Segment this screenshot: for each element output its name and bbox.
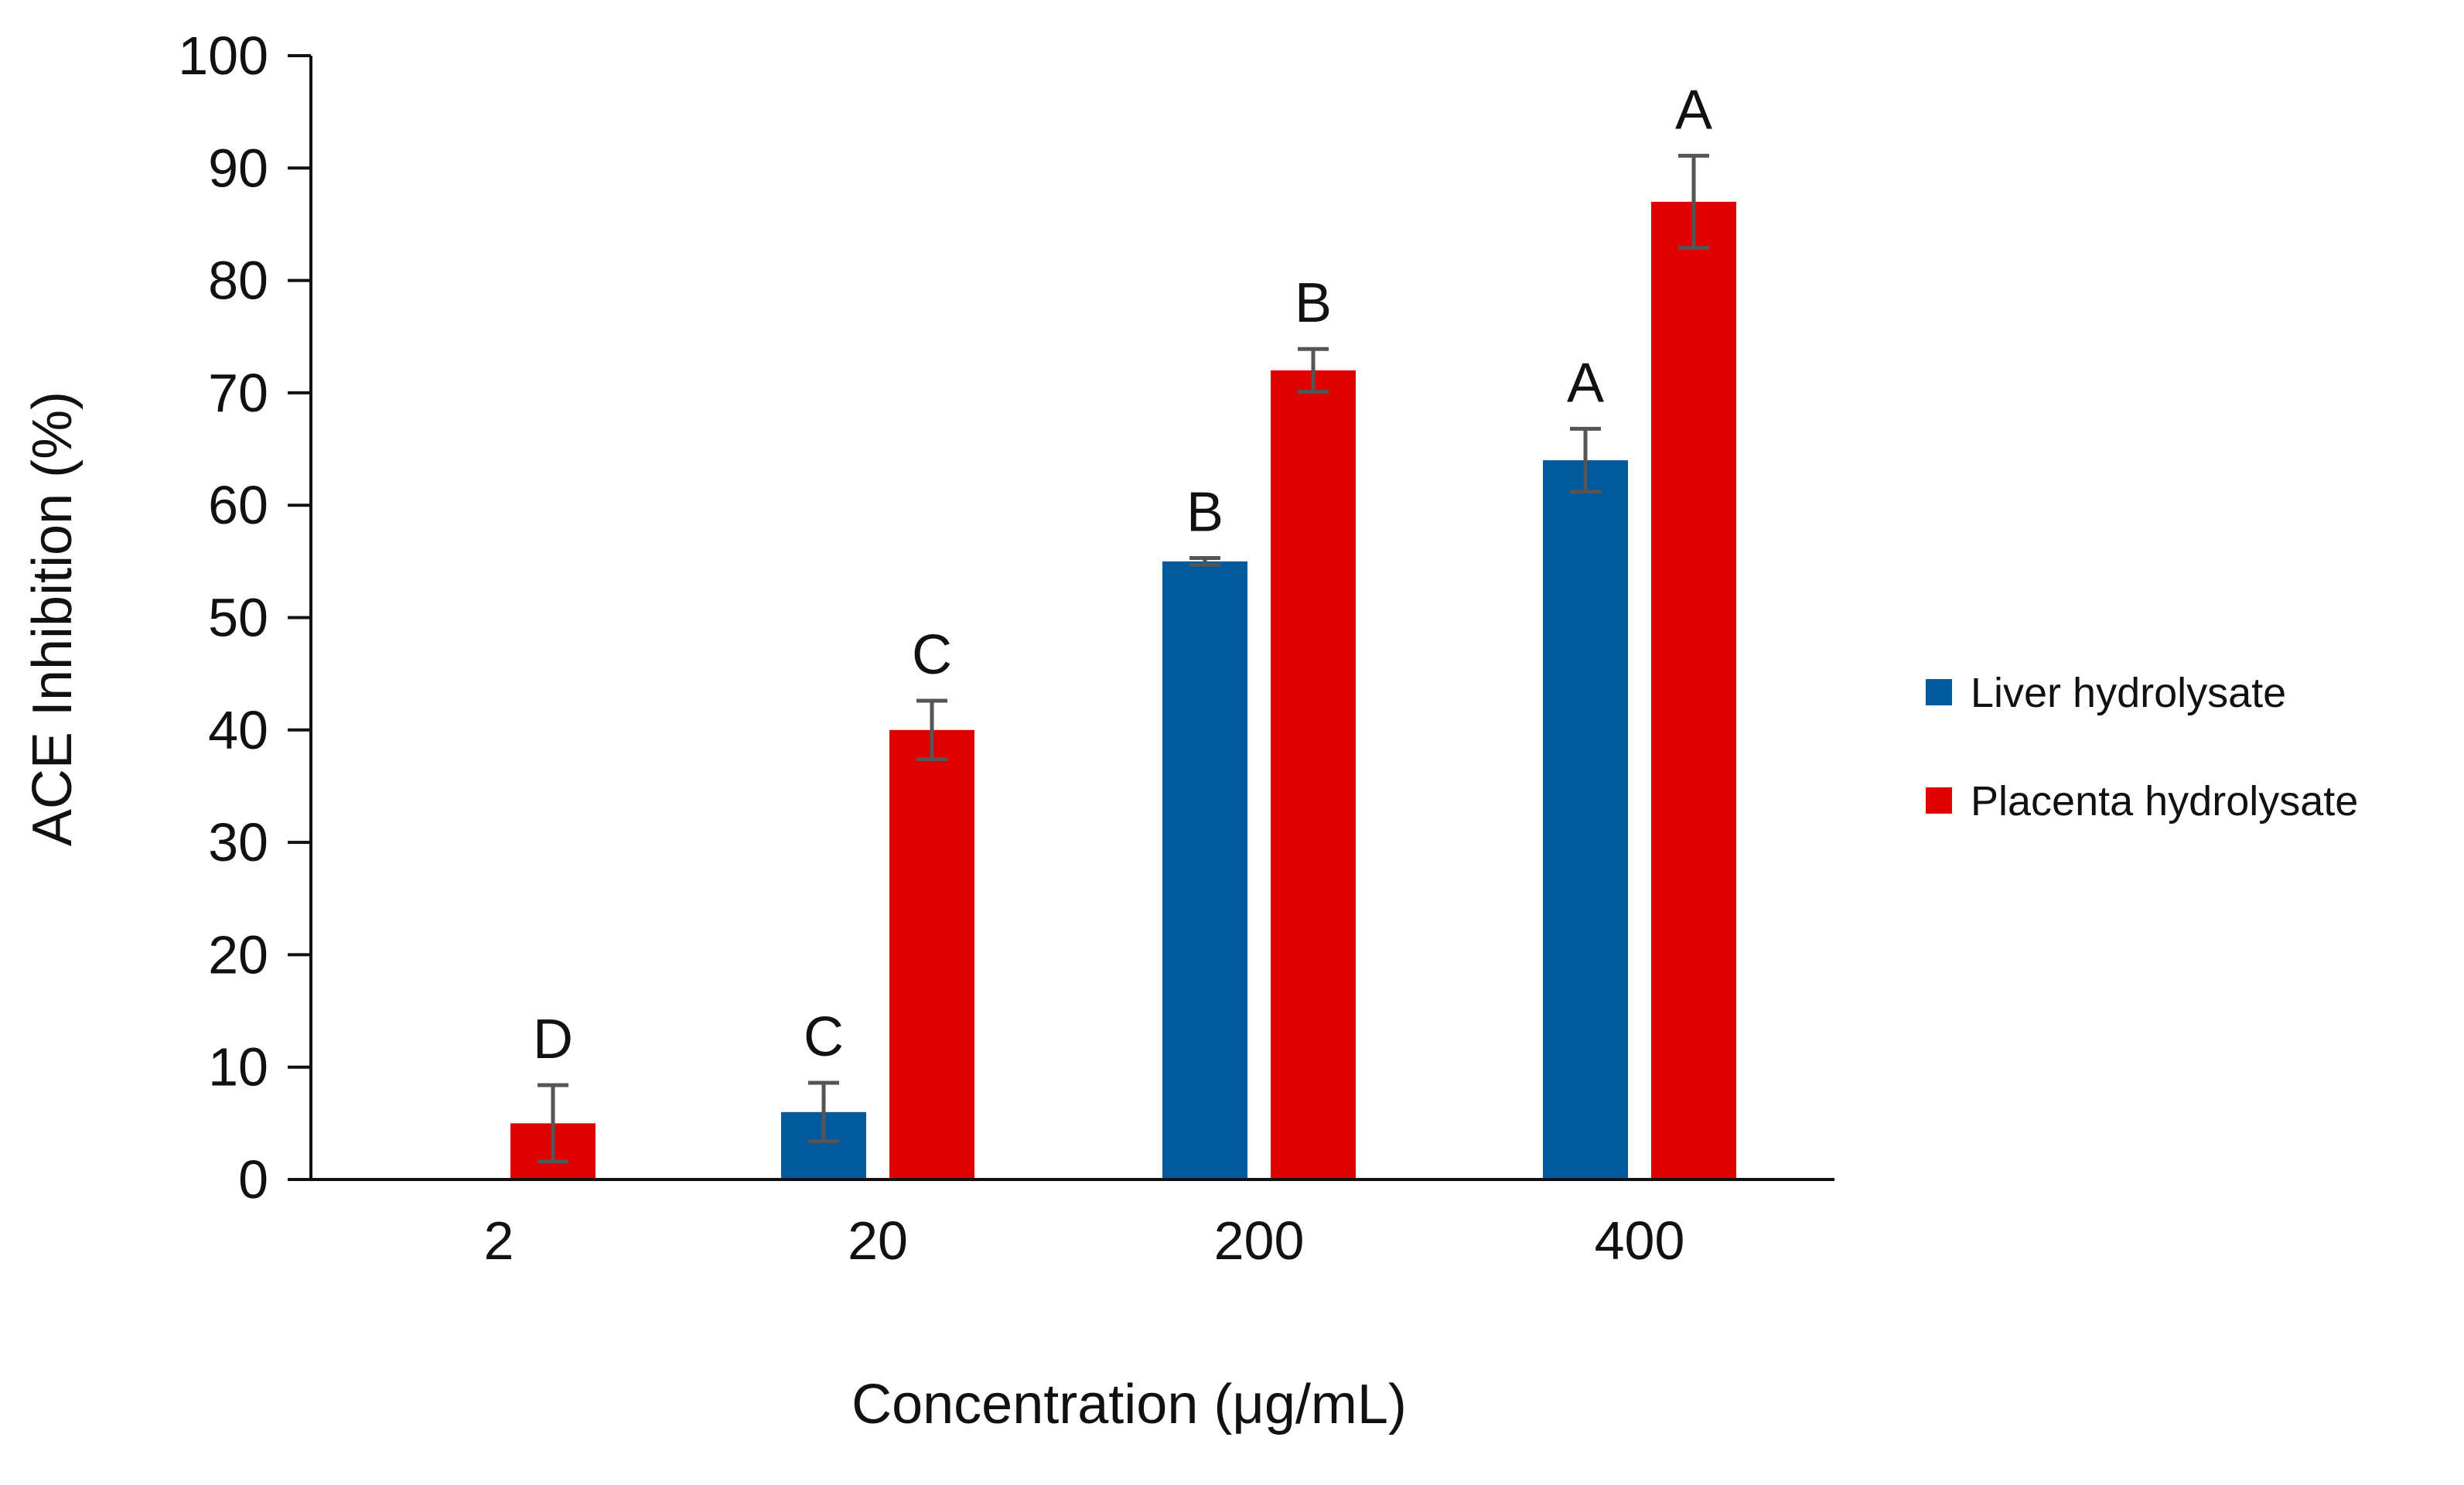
x-tick-label-200: 200: [1214, 1210, 1305, 1271]
bar-placenta-200: [1271, 370, 1356, 1180]
error-bar-placenta-400: [1678, 153, 1709, 250]
y-tick-label-10: 10: [208, 1037, 268, 1098]
legend-swatch: [1926, 679, 1952, 705]
y-tick-label-70: 70: [208, 363, 268, 423]
error-bar-liver-400: [1570, 426, 1601, 494]
x-tick-label-20: 20: [848, 1210, 908, 1271]
y-tick-label-60: 60: [208, 475, 268, 535]
y-tick-label-80: 80: [208, 251, 268, 311]
bar-placenta-400: [1651, 201, 1736, 1179]
legend-label: Liver hydrolysate: [1971, 670, 2286, 716]
y-axis-title: ACE Inhibition (%): [22, 391, 84, 846]
x-axis-title: Concentration (μg/mL): [851, 1374, 1407, 1436]
axes-layer: [288, 54, 1834, 1181]
significance-letter-liver-20: C: [804, 1006, 844, 1068]
significance-letters-layer: C B A D C B A: [533, 79, 1712, 1070]
significance-letter-placenta-2: D: [533, 1009, 573, 1070]
y-tick-label-90: 90: [208, 138, 268, 198]
significance-letter-placenta-200: B: [1295, 272, 1332, 334]
legend-label: Placenta hydrolysate: [1971, 778, 2358, 824]
y-tick-label-30: 30: [208, 812, 268, 872]
y-tick-labels: 0 10 20 30 40 50 60 70 80 90 100: [178, 26, 268, 1210]
error-bar-placenta-2: [538, 1083, 568, 1164]
bar-liver-200: [1162, 561, 1247, 1179]
bar-placenta-20: [889, 729, 974, 1179]
legend-swatch: [1926, 787, 1952, 814]
x-tick-label-2: 2: [484, 1210, 514, 1271]
significance-letter-placenta-400: A: [1675, 79, 1712, 141]
x-tick-label-400: 400: [1595, 1210, 1685, 1271]
legend-item-placenta: Placenta hydrolysate: [1926, 778, 2358, 824]
error-bar-liver-20: [808, 1080, 839, 1144]
y-tick-label-50: 50: [208, 588, 268, 648]
legend-item-liver: Liver hydrolysate: [1926, 670, 2286, 716]
bar-liver-400: [1543, 460, 1628, 1179]
y-tick-label-0: 0: [238, 1149, 268, 1210]
significance-letter-liver-200: B: [1186, 481, 1223, 543]
y-tick-label-100: 100: [178, 26, 268, 86]
x-tick-labels: 2 20 200 400: [484, 1210, 1685, 1271]
error-bar-placenta-200: [1298, 346, 1329, 394]
y-tick-label-40: 40: [208, 700, 268, 760]
significance-letter-liver-400: A: [1567, 352, 1604, 414]
legend: Liver hydrolysate Placenta hydrolysate: [1926, 670, 2358, 824]
error-bar-placenta-20: [916, 698, 947, 762]
y-tick-label-20: 20: [208, 924, 268, 985]
significance-letter-placenta-20: C: [912, 624, 952, 686]
error-bar-liver-200: [1189, 555, 1220, 567]
bars-layer: [510, 201, 1736, 1180]
error-bars-layer: [538, 153, 1709, 1164]
